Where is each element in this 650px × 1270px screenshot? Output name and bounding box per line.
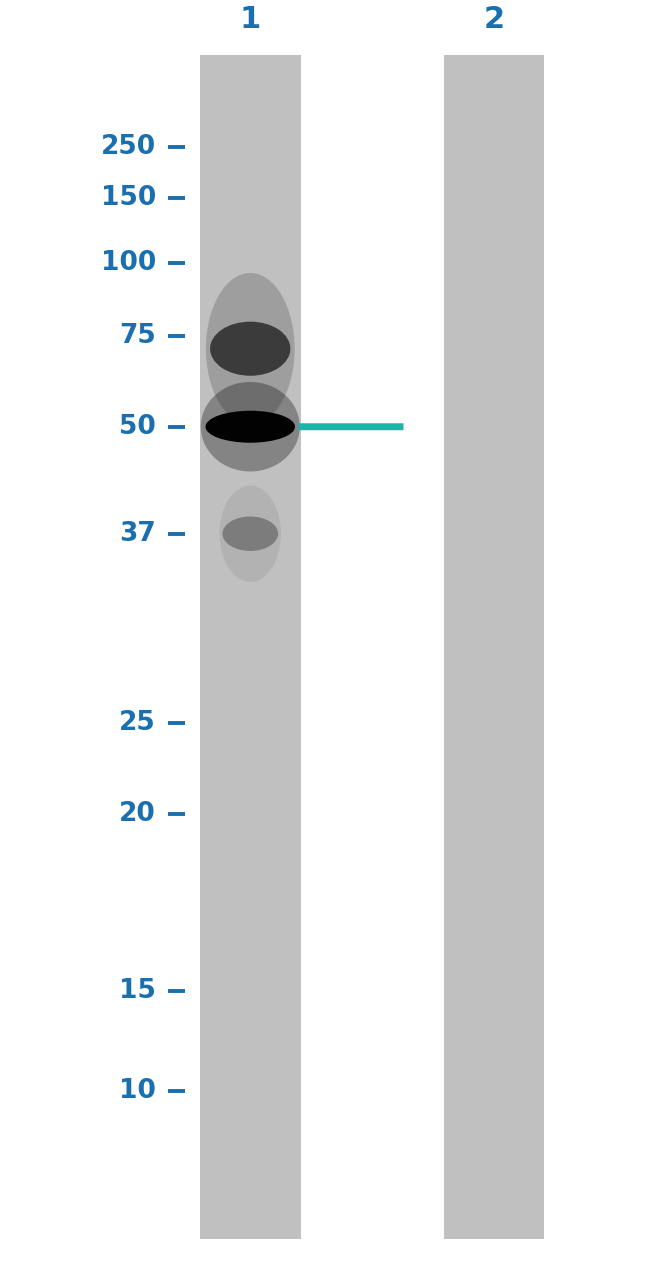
Text: 150: 150 [101, 184, 156, 211]
Bar [443, 56, 545, 1238]
Text: 25: 25 [119, 710, 156, 735]
Text: 2: 2 [484, 5, 504, 34]
Text: 50: 50 [119, 414, 156, 439]
Text: 37: 37 [119, 521, 156, 546]
Text: 100: 100 [101, 250, 156, 276]
Text: 15: 15 [119, 978, 156, 1003]
Text: 75: 75 [119, 323, 156, 349]
Bar [200, 56, 300, 1238]
Ellipse shape [220, 485, 281, 582]
Text: 10: 10 [119, 1078, 156, 1105]
Ellipse shape [205, 410, 295, 443]
Ellipse shape [210, 321, 291, 376]
Text: 250: 250 [101, 135, 156, 160]
Ellipse shape [201, 382, 300, 471]
Ellipse shape [222, 517, 278, 551]
Ellipse shape [206, 273, 294, 424]
Text: 1: 1 [240, 5, 261, 34]
Text: 20: 20 [119, 801, 156, 827]
